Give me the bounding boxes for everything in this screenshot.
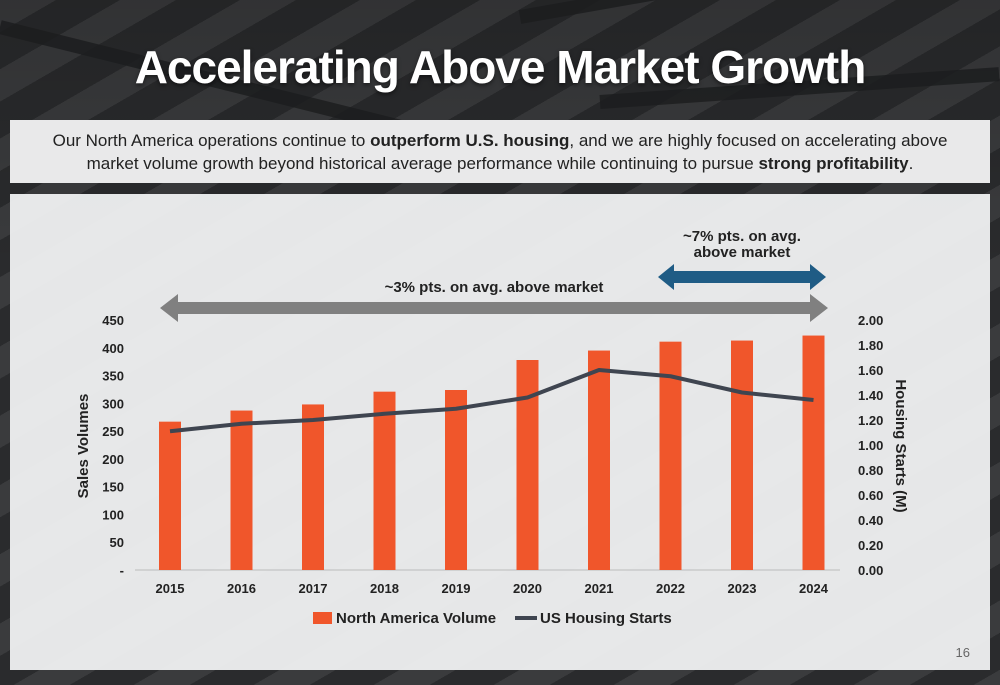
y2-tick-label: 0.40 [858, 513, 883, 528]
subtitle-part: . [908, 154, 914, 173]
combo-chart: ~3% pts. on avg. above market ~7% pts. o… [75, 228, 909, 627]
y2-tick-label: 0.60 [858, 488, 883, 503]
y2-tick-label: 1.60 [858, 363, 883, 378]
y-tick-label: 300 [102, 396, 124, 411]
y-tick-label: 450 [102, 313, 124, 328]
long-arrow-label: ~3% pts. on avg. above market [385, 279, 604, 296]
subtitle-panel: Our North America operations continue to… [10, 120, 990, 183]
y-tick-label: 250 [102, 424, 124, 439]
bar-north-america-volume [230, 410, 253, 570]
slide-title: Accelerating Above Market Growth [134, 41, 867, 93]
x-tick-label: 2021 [585, 581, 614, 596]
short-arrow-label-line1: ~7% pts. on avg. [683, 228, 801, 245]
y-tick-label: 150 [102, 480, 124, 495]
y2-axis-title: Housing Starts (M) [892, 379, 909, 512]
y2-tick-label: 1.40 [858, 388, 883, 403]
x-tick-label: 2015 [156, 581, 185, 596]
x-tick-label: 2022 [656, 581, 685, 596]
subtitle-text: Our North America operations continue to… [40, 129, 960, 175]
y-tick-label: - [120, 563, 124, 578]
bar-north-america-volume [159, 421, 181, 570]
y-axis-title: Sales Volumes [75, 394, 92, 499]
y2-tick-label: 0.20 [858, 538, 883, 553]
x-tick-label: 2023 [728, 581, 757, 596]
y-tick-label: 350 [102, 369, 124, 384]
y2-tick-label: 0.00 [858, 563, 883, 578]
x-tick-label: 2020 [513, 581, 542, 596]
bar-north-america-volume [588, 350, 610, 570]
y2-tick-label: 1.80 [858, 338, 883, 353]
page-number: 16 [955, 645, 970, 660]
chart-panel: ~3% pts. on avg. above market ~7% pts. o… [10, 194, 990, 670]
bar-north-america-volume [302, 404, 324, 570]
subtitle-part-bold: strong profitability [758, 154, 909, 173]
subtitle-part-bold: outperform U.S. housing [370, 131, 570, 150]
legend-bar-swatch [313, 612, 332, 624]
y2-tick-label: 1.20 [858, 413, 883, 428]
x-tick-label: 2018 [370, 581, 399, 596]
subtitle-part: Our North America operations continue to [52, 131, 371, 150]
short-arrow-label-line2: above market [694, 244, 791, 261]
legend-label-volume: North America Volume [336, 610, 496, 627]
long-range-arrow [160, 294, 828, 322]
y2-tick-label: 0.80 [858, 463, 883, 478]
y-tick-label: 400 [102, 341, 124, 356]
subtitle-part: , and we are highly focused on accelerat… [86, 131, 948, 173]
bar-north-america-volume [373, 391, 396, 570]
x-tick-label: 2019 [442, 581, 471, 596]
y2-tick-label: 2.00 [858, 313, 883, 328]
bar-north-america-volume [802, 335, 825, 570]
y2-tick-label: 1.00 [858, 438, 883, 453]
us-housing-starts-line [169, 368, 814, 434]
x-tick-label: 2024 [799, 581, 829, 596]
bar-north-america-volume [445, 390, 467, 570]
x-tick-label: 2017 [299, 581, 328, 596]
legend-label-housing: US Housing Starts [540, 610, 672, 627]
y-tick-label: 100 [102, 507, 124, 522]
bar-north-america-volume [731, 340, 753, 570]
y-tick-label: 200 [102, 452, 124, 467]
y-tick-label: 50 [110, 535, 124, 550]
short-range-arrow [658, 264, 826, 290]
x-tick-label: 2016 [227, 581, 256, 596]
bar-north-america-volume [659, 341, 682, 570]
bar-north-america-volume [516, 360, 539, 570]
